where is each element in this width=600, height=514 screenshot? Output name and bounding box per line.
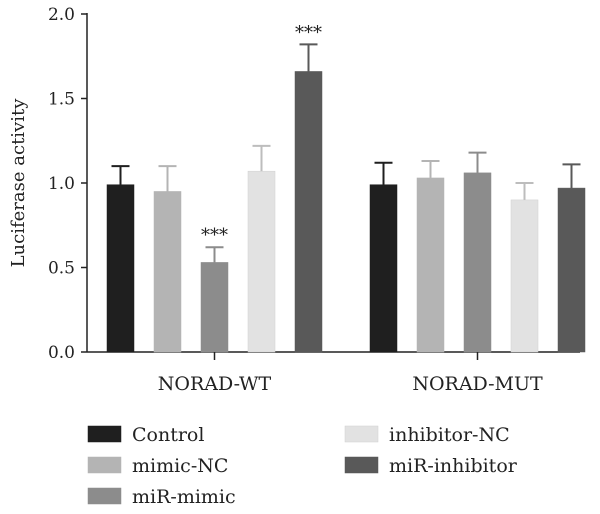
x-tick-label: NORAD-WT [158,373,272,395]
bar-mir-inhibitor-0 [294,71,323,353]
y-axis-label: Luciferase activity [8,98,29,268]
x-tick-label: NORAD-MUT [412,373,543,395]
y-tick-label: 0.5 [48,259,75,279]
legend-swatch-inhibitor-nc [344,425,379,443]
plot-area: 0.0 0.5 1.0 1.5 2.0 Luciferase activity NORAD-… [8,5,586,395]
significance-marker: *** [201,225,228,246]
bar-mir-mimic-1 [463,172,492,353]
legend-swatch-mimic-nc [87,456,122,474]
bar-mimic-nc-0 [153,191,182,353]
legend: Control mimic-NC miR-mimic inhibitor-NC miR-… [87,424,518,508]
legend-label: inhibitor-NC [389,424,510,446]
legend-label: Control [132,424,204,446]
bar-mimic-nc-1 [416,177,445,353]
bar-inhibitor-nc-0 [247,170,276,353]
y-tick-label: 1.0 [48,174,75,194]
legend-swatch-mir-inhibitor [344,456,379,474]
legend-label: miR-mimic [132,486,236,508]
legend-swatch-control [87,425,122,443]
bar-control-1 [369,184,398,353]
significance-marker: *** [295,22,322,43]
legend-swatch-mir-mimic [87,487,122,505]
legend-label: miR-inhibitor [389,455,518,477]
y-tick-label: 2.0 [48,5,75,25]
bar-mir-inhibitor-1 [557,187,586,353]
bar-inhibitor-nc-1 [510,199,539,353]
bar-control-0 [106,184,135,353]
legend-label: mimic-NC [132,455,228,477]
y-tick-label: 0.0 [48,343,75,363]
bar-mir-mimic-0 [200,262,229,353]
y-tick-label: 1.5 [48,90,75,110]
